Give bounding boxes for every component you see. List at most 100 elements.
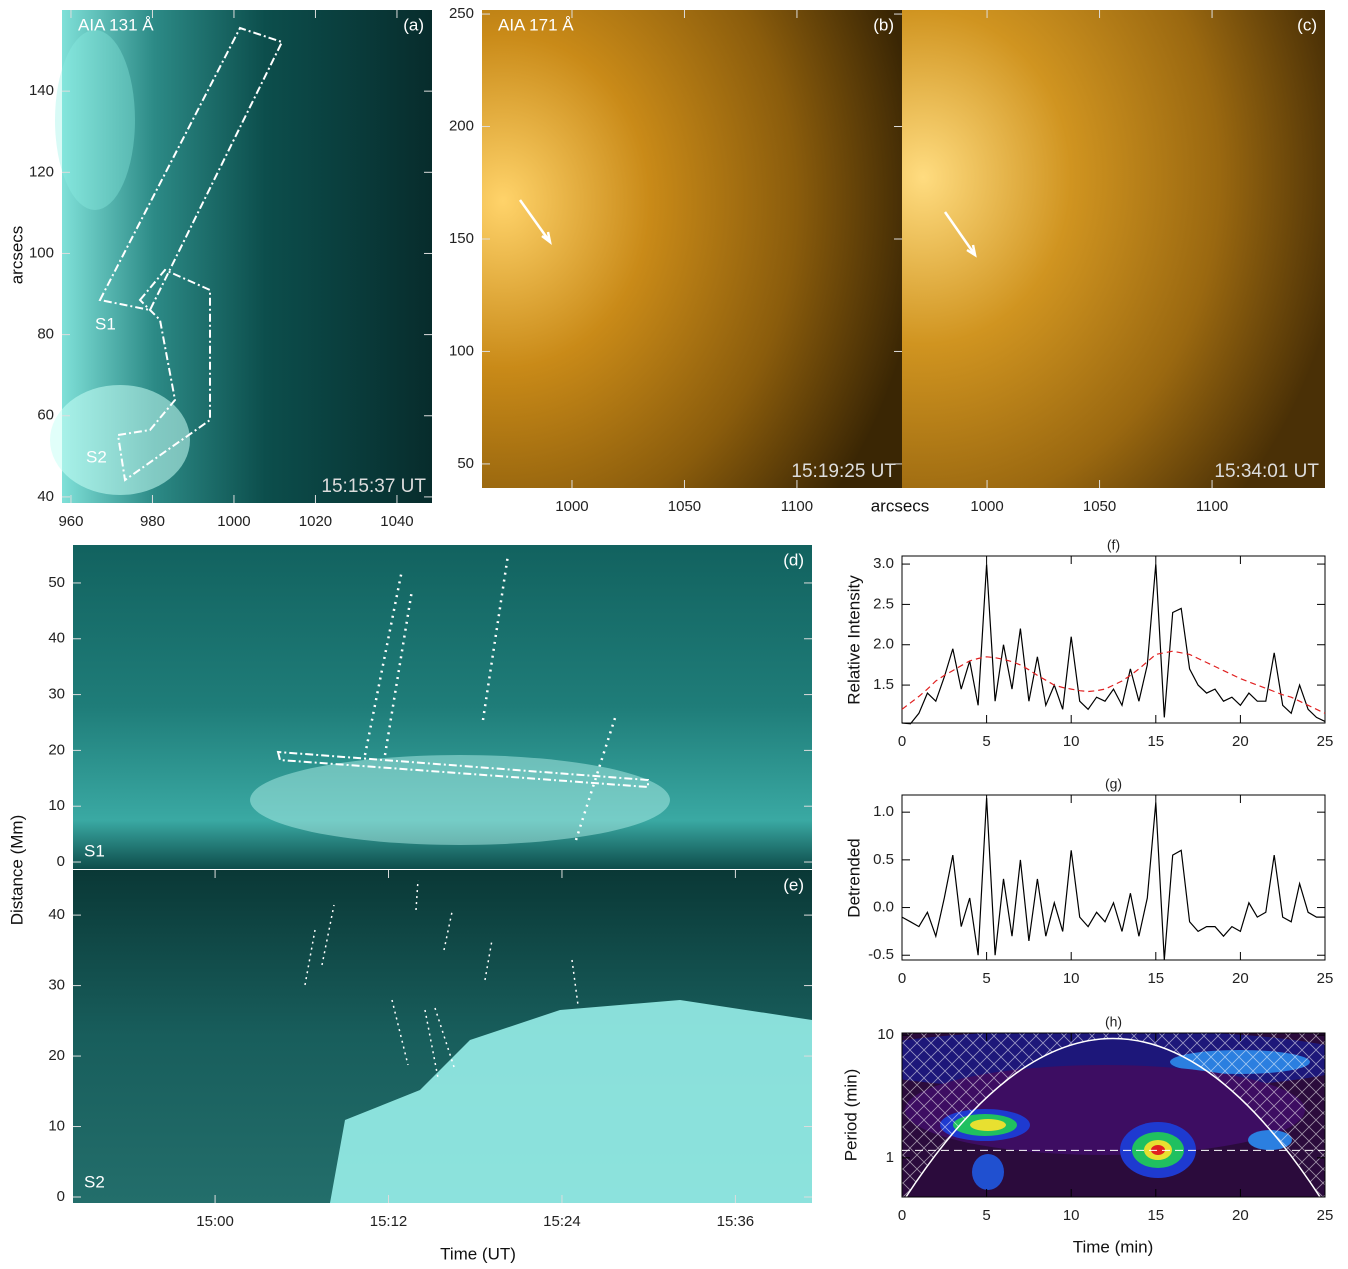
y-tick-label: 50	[48, 574, 65, 591]
x-tick-label: 0	[898, 1207, 906, 1224]
x-axis-label: Time (UT)	[440, 1244, 516, 1263]
bright-region	[330, 1000, 812, 1203]
y-tick-label: 40	[48, 906, 65, 923]
timestamp: 15:19:25 UT	[791, 461, 896, 482]
x-tick-label: 1100	[1196, 498, 1228, 515]
instrument-label: AIA 131 Å	[78, 15, 154, 34]
slit-outline	[276, 750, 649, 789]
y-tick-label: 250	[449, 5, 474, 22]
y-tick-label: 10	[48, 1118, 65, 1135]
x-tick-label: 20	[1232, 1207, 1249, 1224]
wavelet-power	[902, 1033, 1325, 1197]
y-tick-label: 2.0	[873, 636, 894, 653]
x-tick-label: 15:24	[543, 1213, 581, 1230]
x-tick-label: 980	[140, 513, 165, 530]
image	[482, 10, 902, 488]
dotted-track	[304, 879, 579, 1079]
x-tick-label: 25	[1317, 733, 1334, 750]
bright-region	[250, 755, 670, 845]
x-tick-label: 20	[1232, 733, 1249, 750]
y-tick-label: 1.5	[873, 676, 894, 693]
x-tick-label: 15	[1147, 1207, 1164, 1224]
x-tick-label: 5	[982, 733, 990, 750]
y-axis-label: Relative Intensity	[844, 575, 863, 705]
x-tick-label: 15:36	[717, 1213, 755, 1230]
y-tick-label: 20	[48, 741, 65, 758]
panel-label: (c)	[1297, 15, 1317, 34]
image	[902, 10, 1325, 488]
image	[73, 545, 812, 869]
x-tick-label: 0	[898, 970, 906, 987]
x-axis-label: Time (min)	[1073, 1237, 1154, 1256]
x-axis-label: arcsecs	[871, 496, 930, 515]
panel-title: (g)	[1105, 776, 1122, 792]
y-tick-label: 40	[37, 488, 54, 505]
plot-frame	[901, 794, 1326, 961]
region-label: S1	[95, 314, 116, 333]
y-tick-label: 60	[37, 407, 54, 424]
x-tick-label: 1040	[380, 513, 413, 530]
instrument-label: AIA 171 Å	[498, 15, 574, 34]
x-tick-label: 20	[1232, 970, 1249, 987]
panel-label: (b)	[873, 15, 894, 34]
region-label: S2	[84, 1172, 105, 1191]
x-tick-label: 1000	[555, 498, 588, 515]
x-tick-label: 960	[58, 513, 83, 530]
y-tick-label: -0.5	[868, 946, 894, 963]
y-tick-label: 10	[877, 1026, 894, 1043]
x-tick-label: 1020	[299, 513, 332, 530]
x-tick-label: 5	[982, 970, 990, 987]
series-line	[901, 564, 1326, 725]
y-tick-label: 1.0	[873, 803, 894, 820]
y-tick-label: 10	[48, 797, 65, 814]
panel-label: (a)	[403, 15, 424, 34]
x-tick-label: 15	[1147, 733, 1164, 750]
timestamp: 15:34:01 UT	[1214, 461, 1319, 482]
y-tick-label: 0	[57, 853, 65, 870]
y-tick-label: 120	[29, 163, 54, 180]
y-tick-label: 200	[449, 117, 474, 134]
x-tick-label: 25	[1317, 970, 1334, 987]
bright-region	[50, 385, 190, 495]
y-tick-label: 40	[48, 630, 65, 647]
y-tick-label: 0.5	[873, 851, 894, 868]
x-tick-label: 1050	[668, 498, 701, 515]
y-tick-label: 30	[48, 686, 65, 703]
x-tick-label: 15	[1147, 970, 1164, 987]
plot-frame	[901, 555, 1326, 724]
x-tick-label: 10	[1063, 733, 1080, 750]
y-tick-label: 3.0	[873, 555, 894, 572]
y-tick-label: 30	[48, 977, 65, 994]
y-tick-label: 0.0	[873, 899, 894, 916]
x-tick-label: 5	[982, 1207, 990, 1224]
bright-region	[55, 30, 135, 210]
series-line	[901, 797, 1325, 961]
y-tick-label: 50	[457, 455, 474, 472]
y-axis-label: Detrended	[844, 838, 863, 917]
panel-title: (f)	[1107, 537, 1120, 553]
panel-label: (d)	[783, 550, 804, 569]
y-tick-label: 20	[48, 1047, 65, 1064]
timestamp: 15:15:37 UT	[321, 476, 426, 497]
panel-title: (h)	[1105, 1014, 1122, 1030]
y-tick-label: 1	[886, 1149, 894, 1166]
y-tick-label: 2.5	[873, 595, 894, 612]
slit-outline	[98, 26, 284, 482]
panel-label: (e)	[783, 875, 804, 894]
y-tick-label: 100	[29, 244, 54, 261]
x-tick-label: 0	[898, 733, 906, 750]
x-tick-label: 15:12	[370, 1213, 408, 1230]
x-tick-label: 25	[1317, 1207, 1334, 1224]
y-axis-label: Distance (Mm)	[7, 815, 26, 926]
x-tick-label: 1100	[781, 498, 813, 515]
x-tick-label: 10	[1063, 970, 1080, 987]
y-axis-label: arcsecs	[7, 226, 26, 285]
y-axis-label: Period (min)	[841, 1069, 860, 1162]
plot-frame	[901, 1032, 1326, 1198]
y-tick-label: 80	[37, 326, 54, 343]
series-line	[901, 650, 1326, 714]
x-tick-label: 10	[1063, 1207, 1080, 1224]
x-tick-label: 15:00	[196, 1213, 234, 1230]
